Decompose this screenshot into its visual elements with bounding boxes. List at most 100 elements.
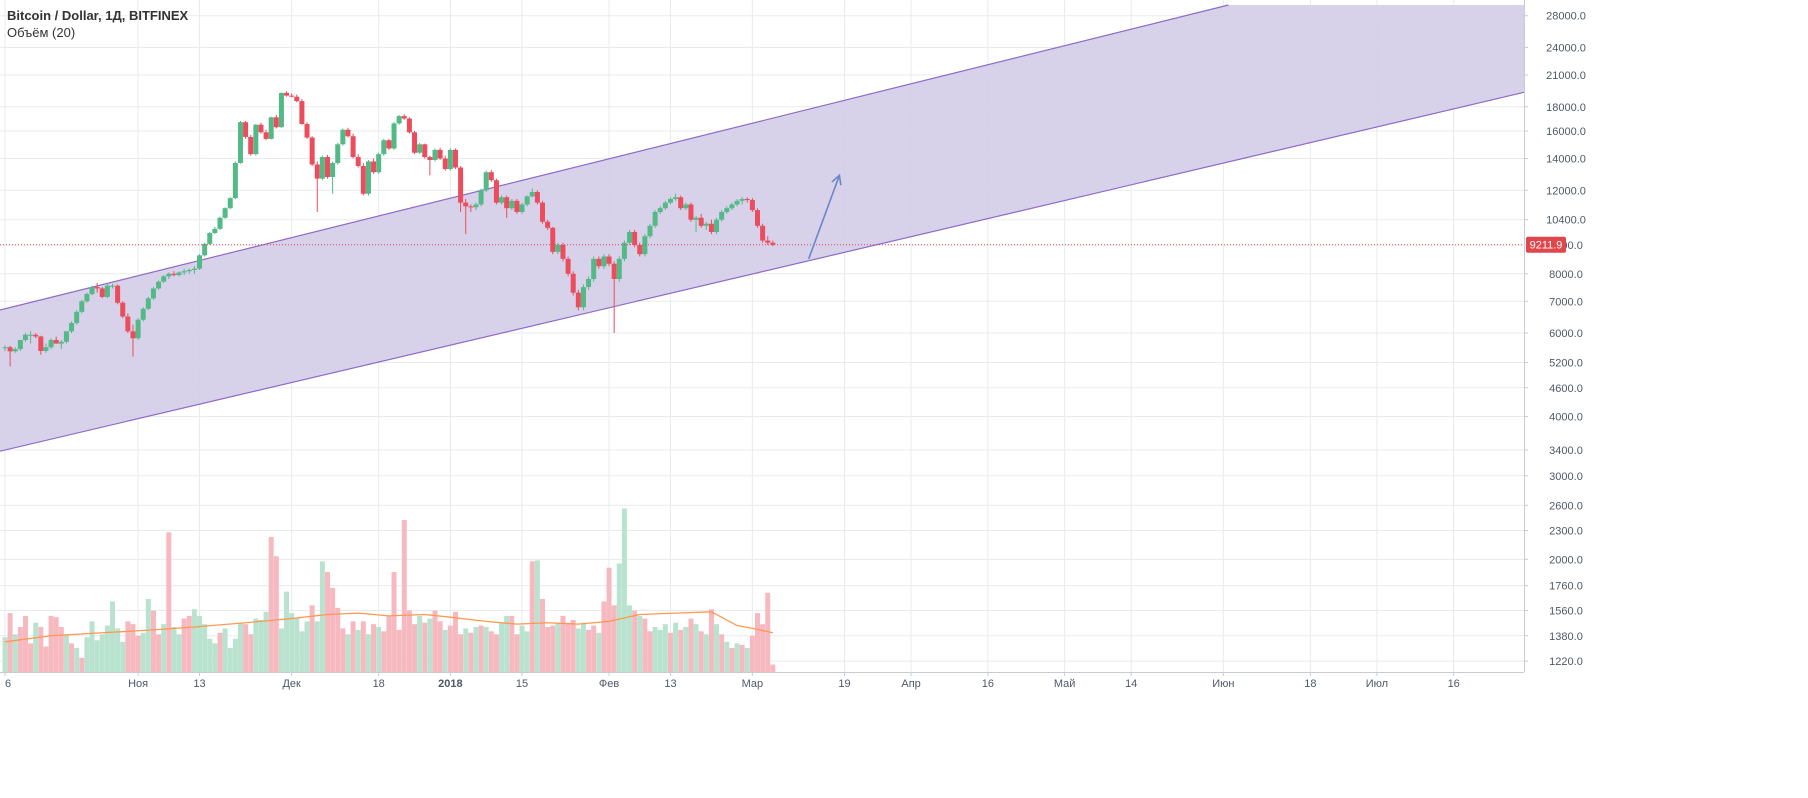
volume-bar — [555, 622, 561, 678]
volume-bar — [330, 588, 336, 678]
volume-bar — [483, 626, 489, 678]
candle-body — [442, 158, 448, 170]
candle-body — [534, 191, 540, 203]
candle-body — [186, 269, 192, 272]
volume-bar — [662, 624, 668, 678]
volume-bar — [678, 629, 684, 678]
volume-bar — [386, 615, 392, 678]
last-price-label: 9211.9 — [1530, 240, 1563, 252]
candle-body — [770, 242, 776, 245]
channel-lower-line[interactable] — [0, 91, 1525, 452]
candle-body — [278, 92, 284, 128]
candle-body — [33, 334, 39, 337]
candle-body — [335, 144, 341, 163]
volume-bar — [120, 641, 126, 678]
candle-body — [319, 157, 325, 179]
time-tick-label: 16 — [982, 678, 994, 690]
candle-body — [140, 308, 146, 320]
volume-bar — [683, 626, 689, 678]
volume-bar — [406, 610, 412, 678]
candle-body — [504, 197, 510, 209]
candle-body — [575, 292, 581, 308]
volume-bar — [202, 624, 208, 678]
volume-bar — [580, 622, 586, 678]
candle-body — [145, 298, 151, 309]
volume-bar — [273, 556, 279, 678]
volume-bar — [601, 601, 607, 678]
candle-body — [621, 242, 627, 259]
candle-body — [596, 258, 602, 267]
time-tick-label: Апр — [901, 678, 920, 690]
time-tick-label: 19 — [838, 678, 850, 690]
volume-bar — [509, 615, 515, 678]
time-tick-label: 18 — [1304, 678, 1316, 690]
volume-bar — [427, 618, 433, 678]
candle-body — [156, 281, 162, 289]
candle-body — [698, 217, 704, 226]
volume-bar — [294, 618, 300, 678]
candle-body — [202, 243, 208, 256]
candle-body — [688, 204, 694, 220]
volume-bar — [575, 628, 581, 678]
volume-bar — [560, 615, 566, 678]
candle-body — [176, 272, 182, 276]
volume-bar — [488, 631, 494, 678]
candle-body — [304, 124, 310, 138]
candle-body — [463, 202, 469, 207]
volume-bar — [28, 643, 34, 678]
candle-body — [667, 199, 673, 203]
time-axis-bg[interactable] — [0, 672, 1808, 793]
forecast-arrow[interactable] — [807, 175, 841, 260]
volume-bar — [765, 592, 771, 678]
candle-body — [591, 258, 597, 279]
volume-bar — [468, 632, 474, 678]
candle-body — [642, 236, 648, 255]
volume-bar — [186, 615, 192, 678]
volume-bar — [340, 628, 346, 678]
volume-bar — [755, 613, 760, 678]
candle-body — [79, 301, 85, 312]
candle-body — [683, 204, 689, 209]
volume-bar — [452, 611, 458, 678]
candle-body — [422, 144, 428, 158]
candle-body — [729, 204, 735, 209]
candle-body — [120, 302, 126, 317]
volume-bar — [258, 619, 264, 678]
candle-body — [289, 95, 295, 97]
time-tick-label: 18 — [373, 678, 385, 690]
candle-body — [294, 96, 300, 102]
candle-body — [519, 204, 525, 212]
candle-body — [150, 288, 156, 299]
candle-body — [611, 263, 617, 279]
candle-body — [115, 285, 121, 303]
volume-bar — [596, 632, 602, 678]
candle-body — [28, 334, 34, 336]
candle-body — [248, 136, 254, 155]
volume-bar — [657, 629, 663, 678]
candle-body — [376, 154, 382, 173]
candle-body — [171, 273, 177, 276]
candle-body — [524, 196, 530, 205]
candle-body — [212, 228, 218, 234]
price-tick-label: 4000.0 — [1549, 412, 1583, 424]
price-tick-label: 10400.0 — [1546, 215, 1586, 227]
candle-body — [509, 200, 515, 209]
volume-bar — [212, 643, 218, 678]
volume-bar — [667, 632, 673, 678]
candle-body — [268, 117, 274, 139]
candle-body — [53, 340, 59, 344]
volume-bar — [565, 622, 571, 678]
volume-bar — [243, 624, 249, 678]
candle-body — [417, 144, 423, 153]
channel-upper-line[interactable] — [0, 4, 1229, 311]
price-axis-bg[interactable] — [1524, 0, 1808, 793]
volume-bar — [207, 638, 213, 678]
volume-bar — [698, 631, 704, 678]
volume-bar — [7, 613, 13, 678]
candle-body — [381, 140, 387, 155]
volume-bar — [171, 626, 177, 678]
candle-body — [724, 208, 730, 212]
volume-bar — [499, 622, 505, 678]
